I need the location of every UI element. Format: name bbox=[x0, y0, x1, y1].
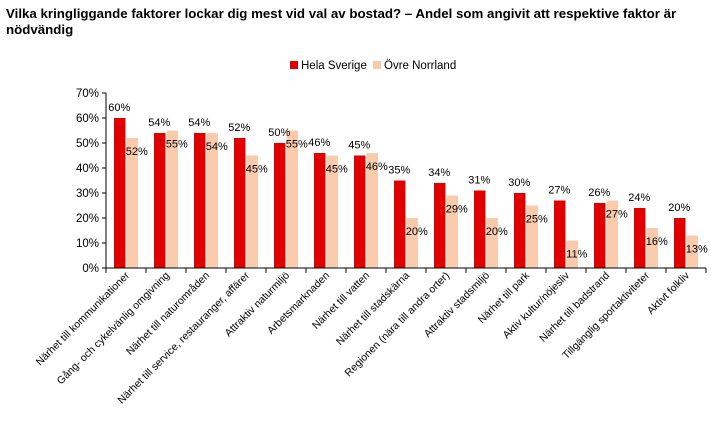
bar-ovre-norrland bbox=[206, 133, 218, 268]
bar-hela-sverige bbox=[234, 138, 246, 268]
bar-ovre-norrland bbox=[566, 240, 578, 268]
bar-hela-sverige bbox=[154, 133, 166, 268]
data-label: 45% bbox=[348, 140, 370, 152]
data-label: 50% bbox=[268, 127, 290, 139]
y-tick-label: 0% bbox=[82, 263, 99, 275]
data-label: 11% bbox=[566, 249, 587, 261]
bar-hela-sverige bbox=[394, 180, 406, 268]
legend-swatch-1 bbox=[290, 61, 298, 69]
data-label: 46% bbox=[366, 161, 388, 173]
data-label: 54% bbox=[148, 117, 170, 129]
x-category-label: Aktiv kultur/nöjesliv bbox=[501, 269, 573, 341]
data-label: 29% bbox=[446, 204, 468, 216]
y-tick-label: 70% bbox=[76, 88, 99, 100]
bar-ovre-norrland bbox=[166, 130, 178, 268]
y-tick-label: 40% bbox=[76, 163, 99, 175]
bar-ovre-norrland bbox=[246, 155, 258, 268]
bar-ovre-norrland bbox=[286, 130, 298, 268]
data-label: 45% bbox=[246, 164, 268, 176]
data-label: 54% bbox=[206, 141, 228, 153]
bar-ovre-norrland bbox=[446, 195, 458, 268]
bar-ovre-norrland bbox=[646, 228, 658, 268]
bar-hela-sverige bbox=[674, 218, 686, 268]
data-label: 34% bbox=[428, 167, 450, 179]
bar-ovre-norrland bbox=[486, 218, 498, 268]
data-label: 13% bbox=[686, 244, 708, 256]
data-label: 27% bbox=[606, 209, 628, 221]
bar-hela-sverige bbox=[354, 155, 366, 268]
bar-hela-sverige bbox=[474, 190, 486, 268]
chart-title: Vilka kringliggande faktorer lockar dig … bbox=[6, 6, 677, 37]
bar-hela-sverige bbox=[514, 193, 526, 268]
bar-hela-sverige bbox=[594, 203, 606, 268]
bar-ovre-norrland bbox=[686, 235, 698, 268]
x-category-label: Närhet till stadskärna bbox=[334, 270, 412, 348]
bar-hela-sverige bbox=[314, 153, 326, 268]
bar-ovre-norrland bbox=[326, 155, 338, 268]
data-label: 55% bbox=[286, 139, 308, 151]
data-label: 25% bbox=[526, 214, 548, 226]
data-label: 31% bbox=[468, 175, 490, 187]
bar-ovre-norrland bbox=[366, 153, 378, 268]
data-label: 27% bbox=[548, 185, 570, 197]
bar-ovre-norrland bbox=[126, 138, 138, 268]
y-tick-label: 30% bbox=[76, 188, 99, 200]
legend-label-1: Hela Sverige bbox=[301, 60, 367, 72]
y-tick-label: 10% bbox=[76, 238, 99, 250]
bar-hela-sverige bbox=[114, 118, 126, 268]
y-axis: 0% 10% 20% 30% 40% 50% 60% 70% bbox=[76, 88, 107, 275]
data-label: 46% bbox=[308, 137, 330, 149]
data-label: 24% bbox=[628, 192, 650, 204]
data-labels: 60%52%54%55%54%54%52%45%50%55% 46%45%45%4… bbox=[108, 102, 708, 261]
data-label: 35% bbox=[388, 165, 410, 177]
data-label: 26% bbox=[588, 187, 610, 199]
data-label: 52% bbox=[228, 122, 250, 134]
bar-ovre-norrland bbox=[526, 205, 538, 268]
data-label: 60% bbox=[108, 102, 130, 114]
data-label: 45% bbox=[326, 164, 348, 176]
data-label: 54% bbox=[188, 117, 210, 129]
data-label: 52% bbox=[126, 146, 148, 158]
bar-hela-sverige bbox=[274, 143, 286, 268]
data-label: 55% bbox=[166, 139, 188, 151]
bar-ovre-norrland bbox=[406, 218, 418, 268]
y-tick-label: 60% bbox=[76, 113, 99, 125]
y-tick-label: 50% bbox=[76, 138, 99, 150]
data-label: 30% bbox=[508, 177, 530, 189]
x-category-label: Närhet till badstrand bbox=[537, 270, 612, 345]
data-label: 20% bbox=[406, 226, 428, 238]
bar-series bbox=[114, 118, 698, 268]
data-label: 20% bbox=[486, 226, 508, 238]
bar-hela-sverige bbox=[194, 133, 206, 268]
data-label: 20% bbox=[668, 202, 690, 214]
legend-label-2: Övre Norrland bbox=[384, 60, 456, 72]
bar-hela-sverige bbox=[434, 183, 446, 268]
legend-swatch-2 bbox=[373, 61, 381, 69]
x-category-label: Aktivt folkliv bbox=[645, 269, 693, 317]
bar-ovre-norrland bbox=[606, 200, 618, 268]
bar-hela-sverige bbox=[634, 208, 646, 268]
bar-hela-sverige bbox=[554, 200, 566, 268]
y-tick-label: 20% bbox=[76, 213, 99, 225]
chart-legend: Hela Sverige Övre Norrland bbox=[290, 60, 456, 72]
data-label: 16% bbox=[646, 236, 668, 248]
